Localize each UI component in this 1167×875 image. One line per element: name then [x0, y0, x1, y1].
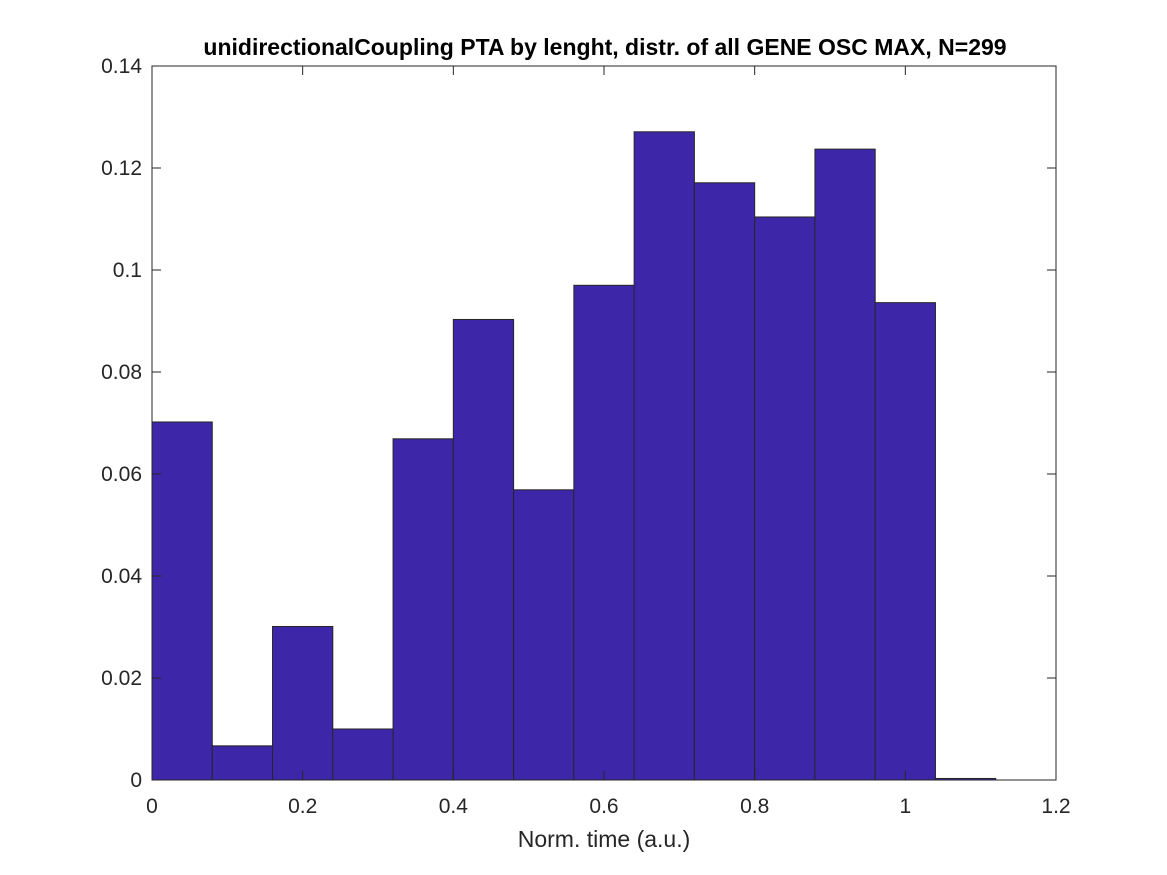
tick-labels-group: 0 0.2 0.4 0.6 0.8 1 1.2 0 0.02 0.04 0.06 0.08 0.1 0.1…	[101, 55, 1070, 818]
histogram-bar-0	[151, 421, 213, 781]
histogram-bar-11	[814, 148, 876, 781]
y-tick-label-0: 0	[130, 769, 142, 792]
x-tick-label-4: 0.8	[740, 795, 769, 818]
histogram-bar-7	[573, 284, 635, 781]
y-tick-label-5: 0.1	[113, 259, 142, 282]
x-tick-label-3: 0.6	[589, 795, 618, 818]
x-tick-label-2: 0.4	[439, 795, 469, 818]
histogram-bar-5	[452, 318, 515, 781]
x-tick-label-1: 0.2	[288, 795, 317, 818]
histogram-bar-8	[633, 131, 695, 781]
histogram-bar-12	[874, 302, 936, 781]
histogram-bar-10	[754, 216, 816, 781]
x-tick-label-0: 0	[146, 795, 158, 818]
y-tick-label-7: 0.14	[101, 55, 142, 78]
y-tick-label-3: 0.06	[101, 463, 142, 486]
histogram-bar-4	[392, 438, 454, 781]
histogram-bar-2	[272, 625, 334, 781]
x-tick-label-5: 1	[899, 795, 911, 818]
histogram-bar-9	[693, 182, 756, 781]
x-tick-label-6: 1.2	[1041, 795, 1070, 818]
y-tick-label-1: 0.02	[101, 667, 142, 690]
y-tick-label-4: 0.08	[101, 361, 142, 384]
histogram-bar-6	[513, 489, 575, 781]
y-tick-label-6: 0.12	[101, 157, 142, 180]
x-axis-label: Norm. time (a.u.)	[518, 826, 691, 852]
chart-title: unidirectionalCoupling PTA by lenght, di…	[203, 34, 1006, 60]
histogram-bar-1	[211, 745, 274, 781]
plot-frame	[151, 65, 1057, 781]
y-tick-label-2: 0.04	[101, 565, 142, 588]
bars-group	[151, 131, 997, 781]
histogram-bar-3	[332, 728, 394, 781]
